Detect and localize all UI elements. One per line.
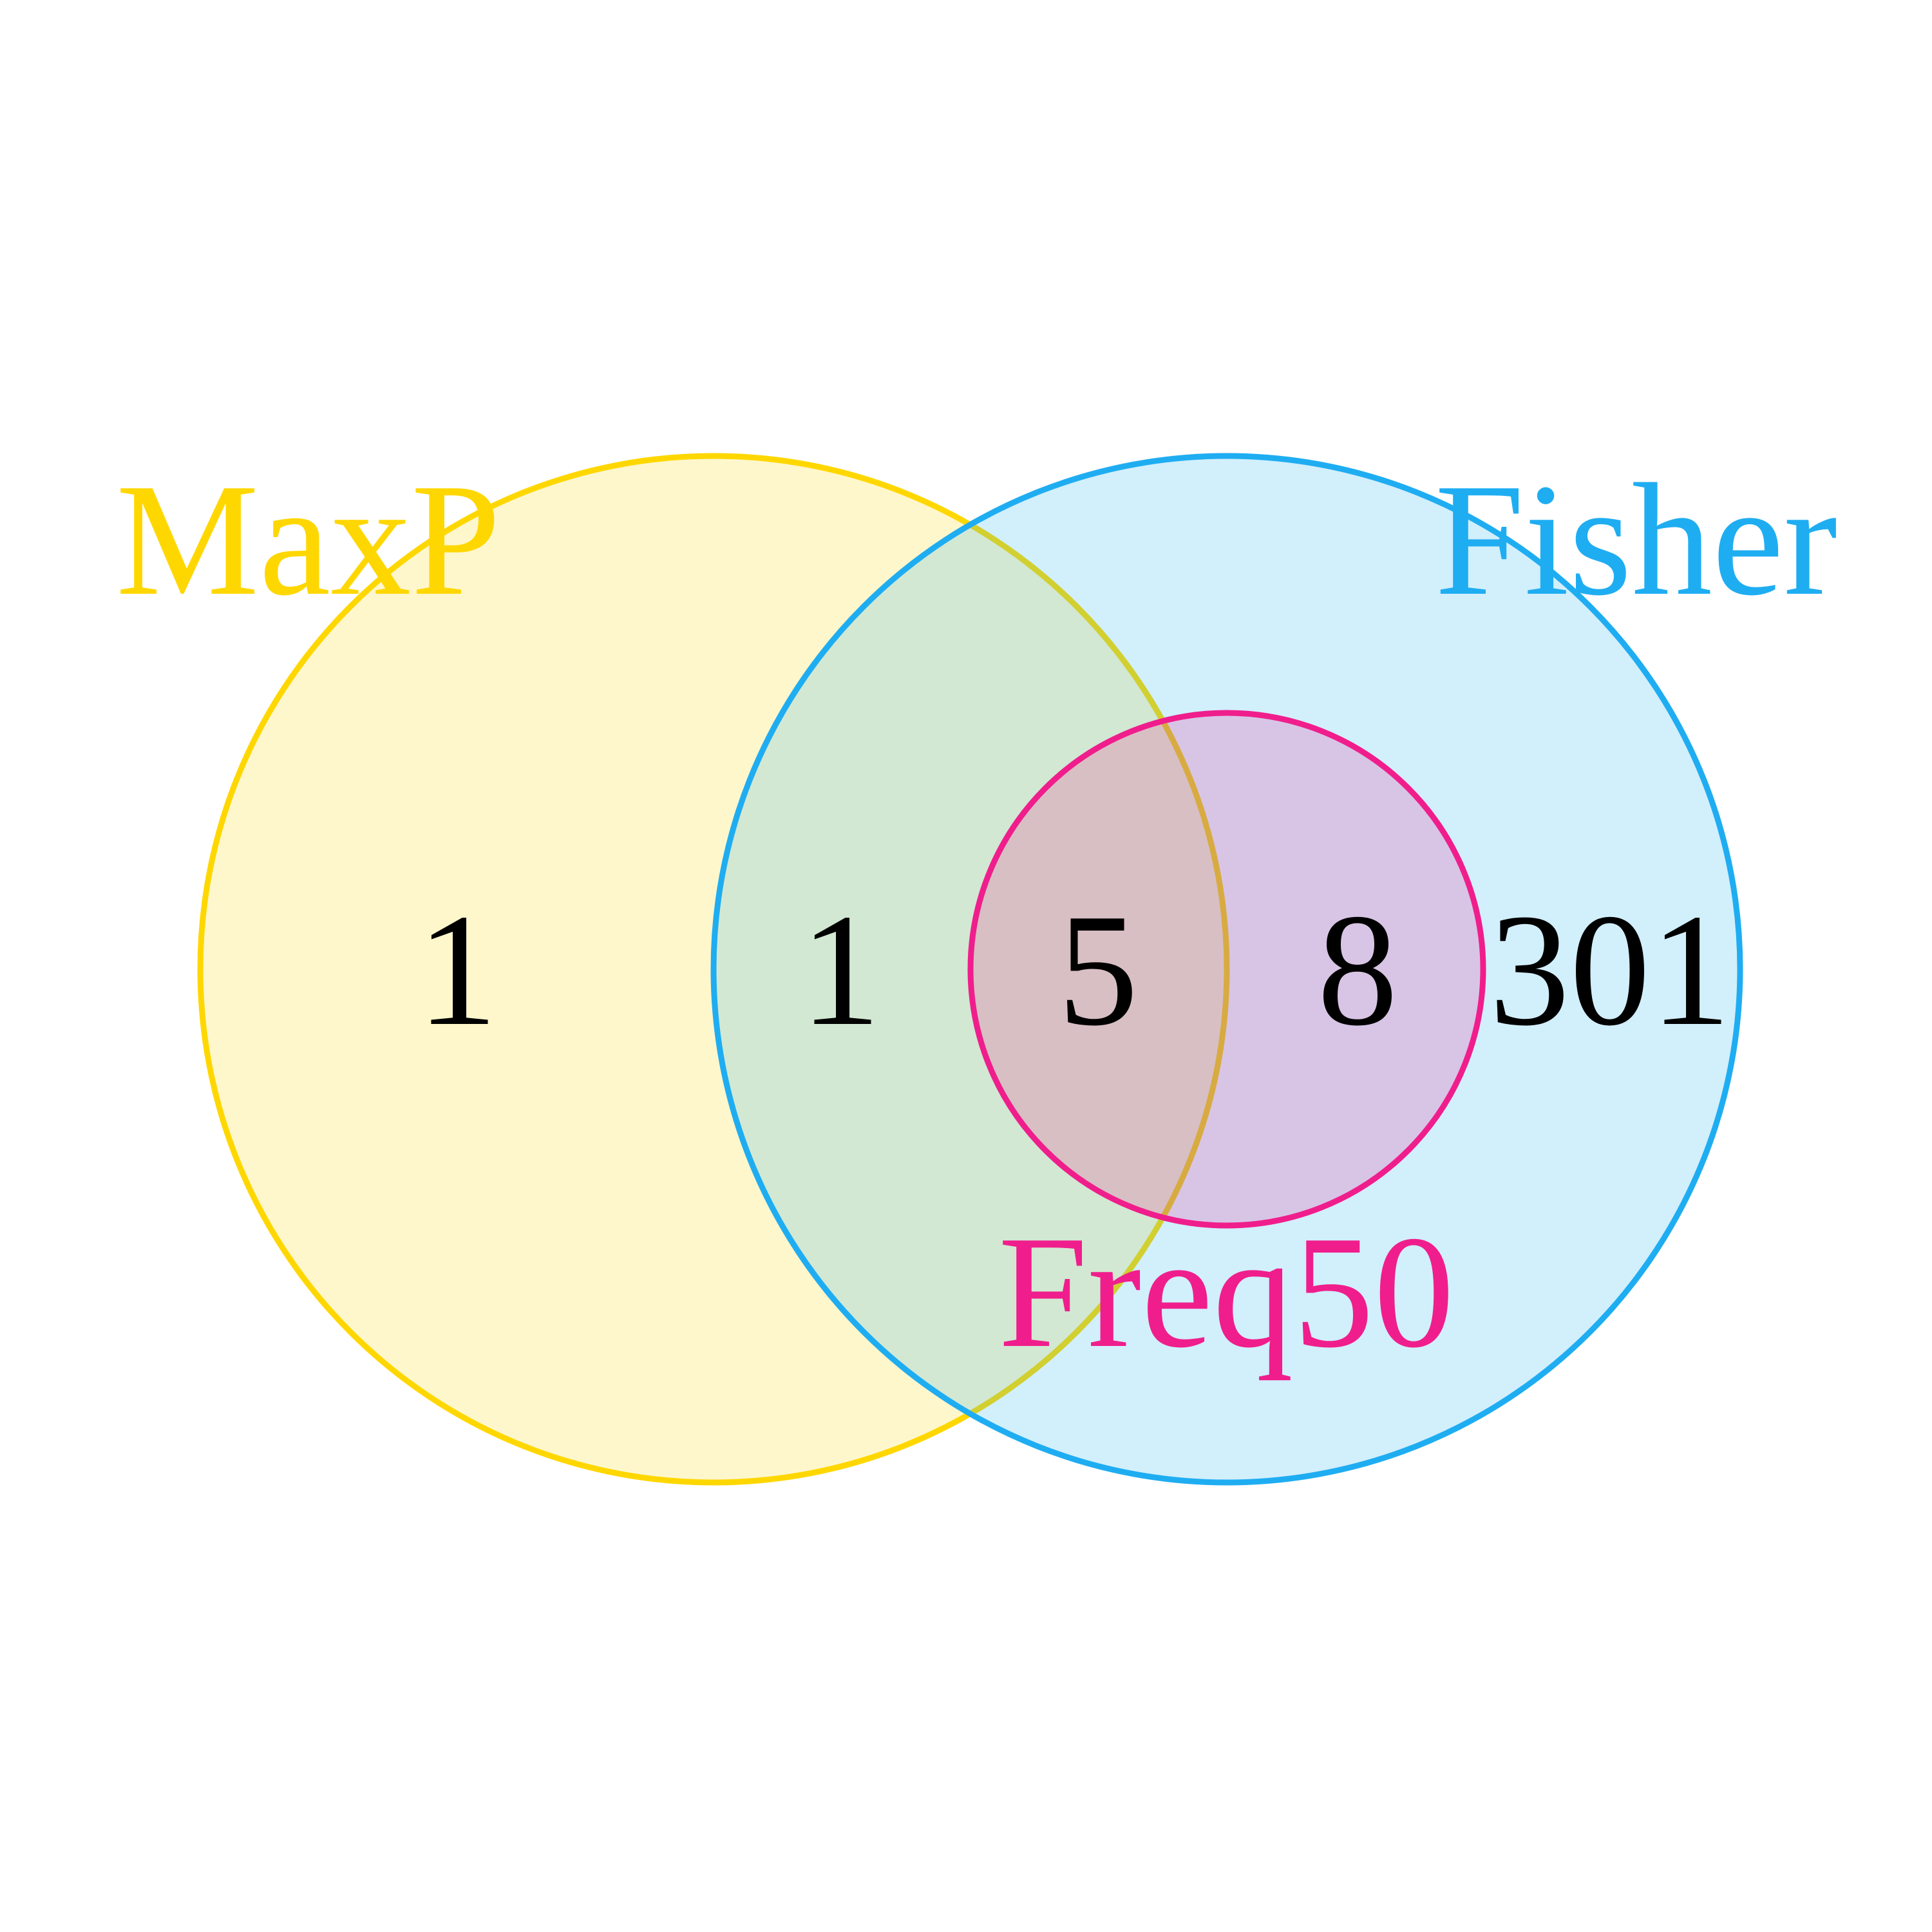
count-fisher-freq50: 8 <box>1318 881 1398 1059</box>
count-maxp-only: 1 <box>417 881 498 1059</box>
maxp-set-label: MaxP <box>116 451 500 629</box>
fisher-set-label: Fisher <box>1435 451 1837 629</box>
fisher-circle <box>710 453 1743 1486</box>
freq50-set-label: Freq50 <box>998 1203 1454 1381</box>
count-maxp-fisher-freq50: 5 <box>1058 881 1139 1059</box>
count-fisher-only: 301 <box>1490 881 1731 1059</box>
freq50-circle <box>967 710 1486 1229</box>
count-maxp-fisher: 1 <box>800 881 881 1059</box>
